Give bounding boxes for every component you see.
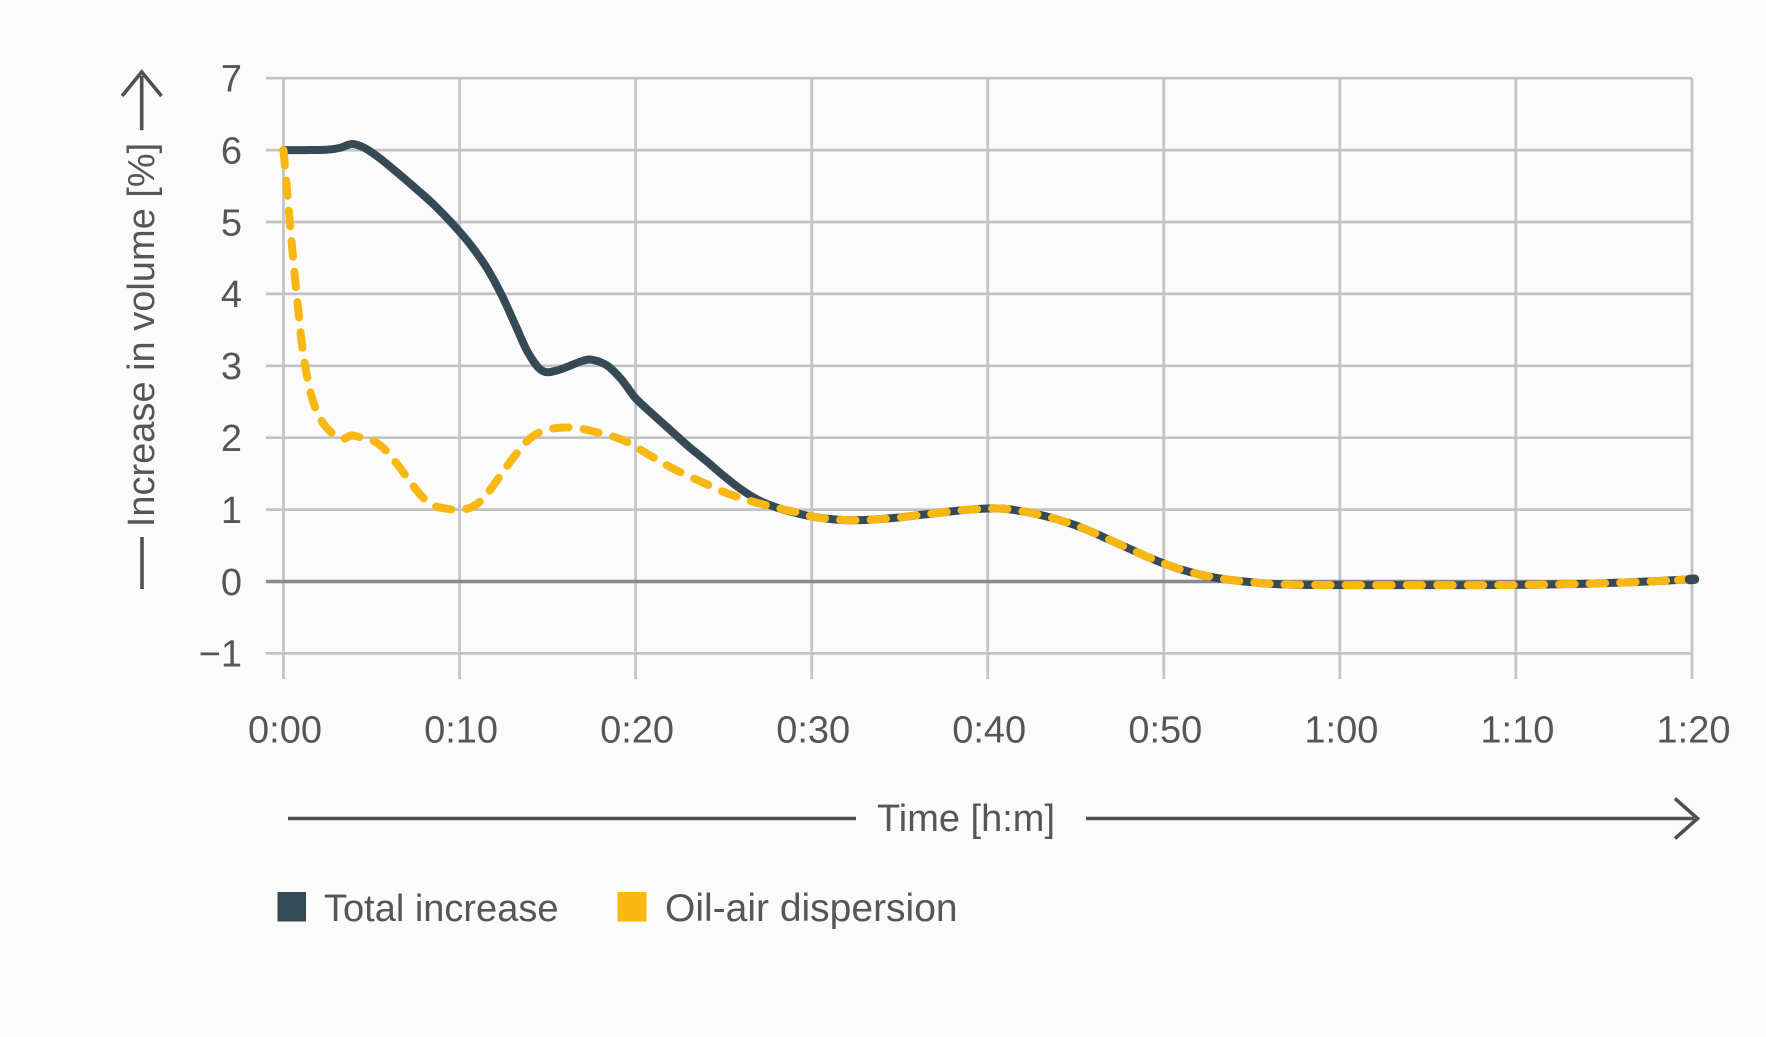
svg-text:0:20: 0:20 [600, 710, 674, 752]
svg-text:Total increase: Total increase [324, 888, 558, 930]
svg-text:1: 1 [221, 490, 242, 532]
svg-text:Time [h:m]: Time [h:m] [877, 798, 1055, 840]
svg-text:0:30: 0:30 [776, 710, 850, 752]
svg-text:0: 0 [221, 562, 242, 604]
svg-text:Oil-air dispersion: Oil-air dispersion [665, 887, 958, 930]
svg-text:0:50: 0:50 [1128, 710, 1202, 752]
svg-text:1:10: 1:10 [1480, 710, 1554, 752]
svg-text:6: 6 [221, 130, 242, 172]
svg-text:−1: −1 [199, 634, 242, 676]
svg-text:7: 7 [221, 59, 242, 101]
svg-text:Increase in volume [%]: Increase in volume [%] [121, 143, 163, 527]
svg-text:3: 3 [221, 346, 242, 388]
svg-text:0:10: 0:10 [424, 710, 498, 752]
svg-text:5: 5 [221, 202, 242, 244]
svg-text:4: 4 [221, 274, 242, 316]
svg-text:2: 2 [221, 418, 242, 460]
svg-text:0:00: 0:00 [248, 710, 322, 752]
svg-text:1:20: 1:20 [1657, 710, 1731, 752]
svg-text:0:40: 0:40 [952, 710, 1026, 752]
svg-text:1:00: 1:00 [1304, 710, 1378, 752]
